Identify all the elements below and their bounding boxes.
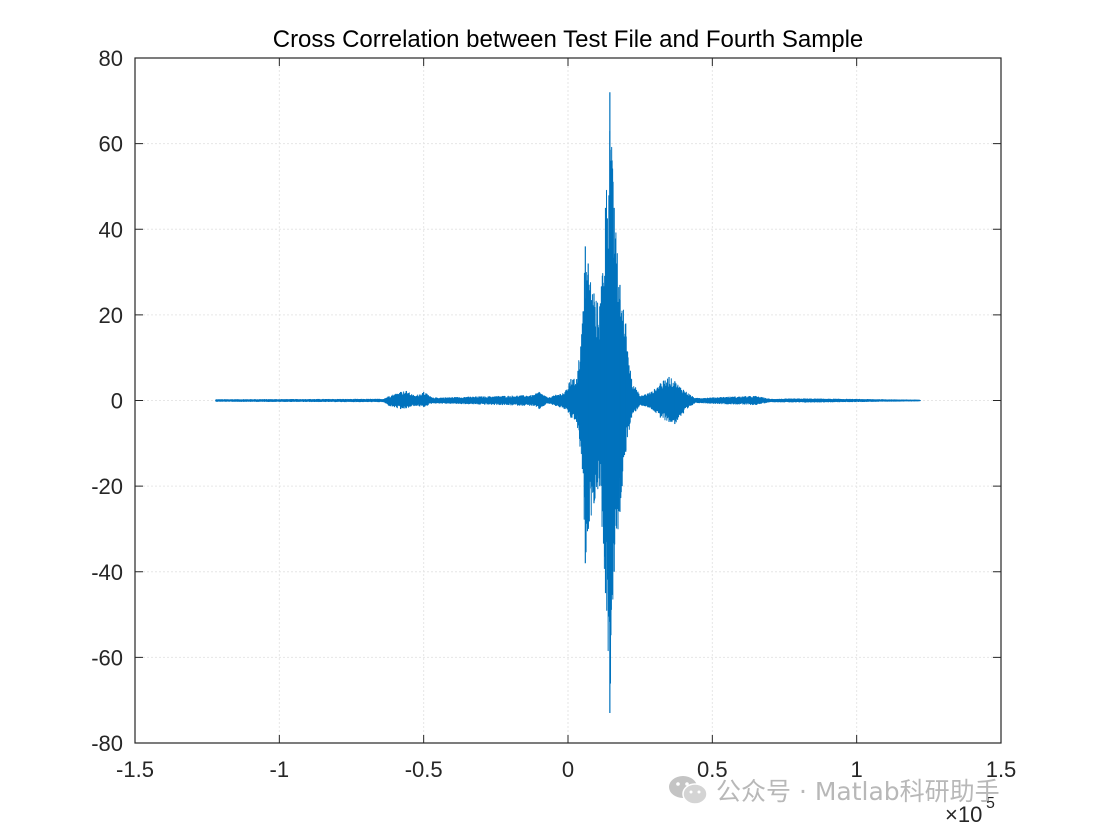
- x-tick-label: -1: [270, 757, 290, 782]
- tick-marks: [134, 57, 1002, 744]
- watermark: 公众号 · Matlab科研助手: [668, 770, 1000, 810]
- x-tick-label: 0: [562, 757, 574, 782]
- x-exponent-base: ×10: [945, 802, 982, 827]
- y-tick-label: 0: [111, 389, 123, 414]
- y-tick-label: 20: [99, 303, 123, 328]
- x-tick-label: 0.5: [697, 757, 728, 782]
- x-exponent-power: 5: [986, 795, 995, 812]
- wechat-icon: [669, 776, 708, 805]
- x-tick-label: 1: [851, 757, 863, 782]
- y-tick-label: 60: [99, 132, 123, 157]
- x-tick-label: -1.5: [116, 757, 154, 782]
- chart-title: Cross Correlation between Test File and …: [273, 26, 864, 53]
- tick-labels: -1.5 -1 -0.5 0 0.5 1 1.5 80 60 40 20 0 -20 -40 -60 -80: [91, 46, 1016, 782]
- y-tick-label: 40: [99, 217, 123, 242]
- x-tick-label: -0.5: [405, 757, 443, 782]
- y-tick-label: -80: [91, 731, 123, 756]
- correlation-series-line: [215, 130, 921, 685]
- y-tick-label: -40: [91, 560, 123, 585]
- y-tick-label: -20: [91, 474, 123, 499]
- x-tick-label: 1.5: [986, 757, 1017, 782]
- y-tick-label: 80: [99, 46, 123, 71]
- y-tick-label: -60: [91, 645, 123, 670]
- series-layer: [215, 92, 921, 714]
- watermark-text: 公众号 · Matlab科研助手: [716, 777, 1000, 806]
